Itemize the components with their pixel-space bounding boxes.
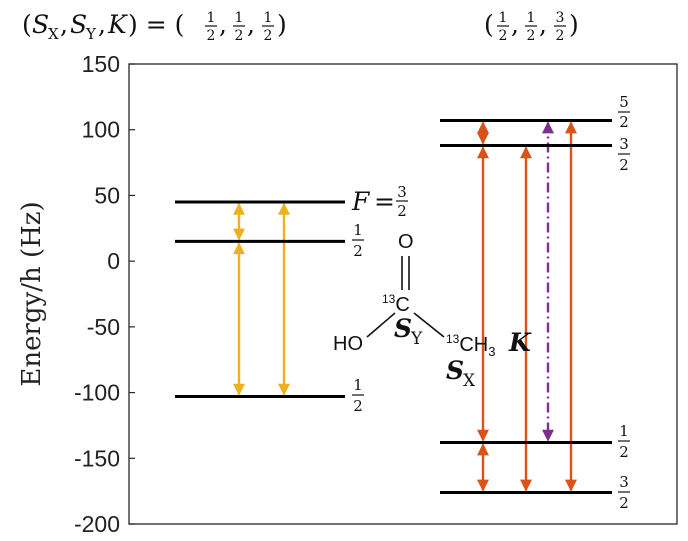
svg-text:5: 5 xyxy=(619,93,629,111)
svg-text:3: 3 xyxy=(556,10,565,26)
svg-text:,: , xyxy=(60,10,68,39)
svg-text:2: 2 xyxy=(235,28,244,44)
svg-text:=: = xyxy=(374,187,395,216)
level-label-left-2: 1 2 xyxy=(352,221,364,260)
svg-text:S: S xyxy=(32,10,49,39)
spin-SY: S xyxy=(394,314,412,343)
svg-text:1: 1 xyxy=(499,10,508,26)
y-tick-label: 100 xyxy=(82,117,120,143)
svg-text:): ) xyxy=(277,10,287,39)
atom-13C: 13C xyxy=(382,292,410,316)
column-label-right: ( 1 2 , 1 2 , 3 2 ) xyxy=(484,10,579,44)
y-tick-label: 0 xyxy=(107,248,120,274)
y-tick-label: -200 xyxy=(74,511,120,537)
level-label-right-2: 3 2 xyxy=(618,135,630,174)
svg-text:3: 3 xyxy=(619,473,629,491)
level-labels: F = 3 2 1 2 1 2 5 2 3 2 1 2 xyxy=(351,93,630,512)
svg-text:) = (: ) = ( xyxy=(128,10,184,39)
svg-text:S: S xyxy=(70,10,87,39)
svg-text:,: , xyxy=(219,10,227,39)
svg-text:2: 2 xyxy=(353,242,363,260)
svg-text:2: 2 xyxy=(619,494,629,512)
svg-text:1: 1 xyxy=(207,10,216,26)
svg-text:2: 2 xyxy=(397,202,407,220)
svg-text:2: 2 xyxy=(556,28,565,44)
svg-text:2: 2 xyxy=(499,28,508,44)
svg-text:Y: Y xyxy=(85,25,97,43)
level-label-left-3: 1 2 xyxy=(352,376,364,415)
column-label-left: ( S X , S Y , K ) = ( 1 2 , 1 2 , 1 2 ) xyxy=(22,10,287,44)
svg-text:2: 2 xyxy=(527,28,536,44)
svg-text:2: 2 xyxy=(619,443,629,461)
svg-text:1: 1 xyxy=(353,376,363,394)
svg-text:F: F xyxy=(351,187,371,216)
svg-text:2: 2 xyxy=(619,156,629,174)
level-label-left-F: F = 3 2 xyxy=(351,183,408,220)
svg-text:,: , xyxy=(539,10,547,39)
svg-text:2: 2 xyxy=(264,28,273,44)
spin-K: K xyxy=(508,328,532,357)
svg-text:): ) xyxy=(569,10,579,39)
atom-13CH3: 13CH3 xyxy=(446,332,495,359)
svg-text:3: 3 xyxy=(397,183,407,201)
y-tick-label: -50 xyxy=(87,314,120,340)
svg-text:2: 2 xyxy=(207,28,216,44)
svg-text:Y: Y xyxy=(410,329,423,349)
svg-text:,: , xyxy=(511,10,519,39)
svg-text:2: 2 xyxy=(353,397,363,415)
svg-text:1: 1 xyxy=(619,422,629,440)
y-tick-label: -100 xyxy=(74,380,120,406)
y-tick-label: 50 xyxy=(94,182,120,208)
y-tick-label: -150 xyxy=(74,445,120,471)
svg-text:1: 1 xyxy=(353,221,363,239)
atom-HO: HO xyxy=(333,333,363,355)
svg-text:(: ( xyxy=(22,10,32,39)
svg-text:1: 1 xyxy=(235,10,244,26)
svg-text:,: , xyxy=(247,10,255,39)
level-label-right-3: 1 2 xyxy=(618,422,630,461)
svg-text:X: X xyxy=(463,371,476,391)
spin-SX: S xyxy=(446,356,464,385)
svg-text:X: X xyxy=(48,25,59,43)
svg-text:(: ( xyxy=(484,10,494,39)
level-label-right-1: 5 2 xyxy=(618,93,630,131)
svg-text:,: , xyxy=(98,10,106,39)
svg-text:2: 2 xyxy=(619,113,629,131)
y-tick-label: 150 xyxy=(82,51,120,77)
plot-frame xyxy=(128,63,678,525)
y-axis-label: Energy/h (Hz) xyxy=(17,201,47,386)
atom-O: O xyxy=(398,231,414,253)
svg-text:1: 1 xyxy=(527,10,536,26)
svg-text:1: 1 xyxy=(264,10,273,26)
svg-text:3: 3 xyxy=(619,135,629,153)
svg-text:K: K xyxy=(107,10,128,39)
level-label-right-4: 3 2 xyxy=(618,473,630,512)
molecule-structure: O 13C HO S Y 13CH3 K S X xyxy=(333,231,532,391)
